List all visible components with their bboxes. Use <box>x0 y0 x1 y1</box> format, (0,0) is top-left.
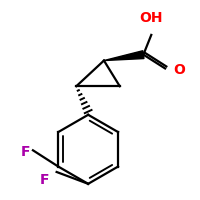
Text: F: F <box>40 173 50 187</box>
Polygon shape <box>104 51 144 61</box>
Text: OH: OH <box>140 11 163 25</box>
Text: F: F <box>20 145 30 159</box>
Text: O: O <box>173 63 185 77</box>
